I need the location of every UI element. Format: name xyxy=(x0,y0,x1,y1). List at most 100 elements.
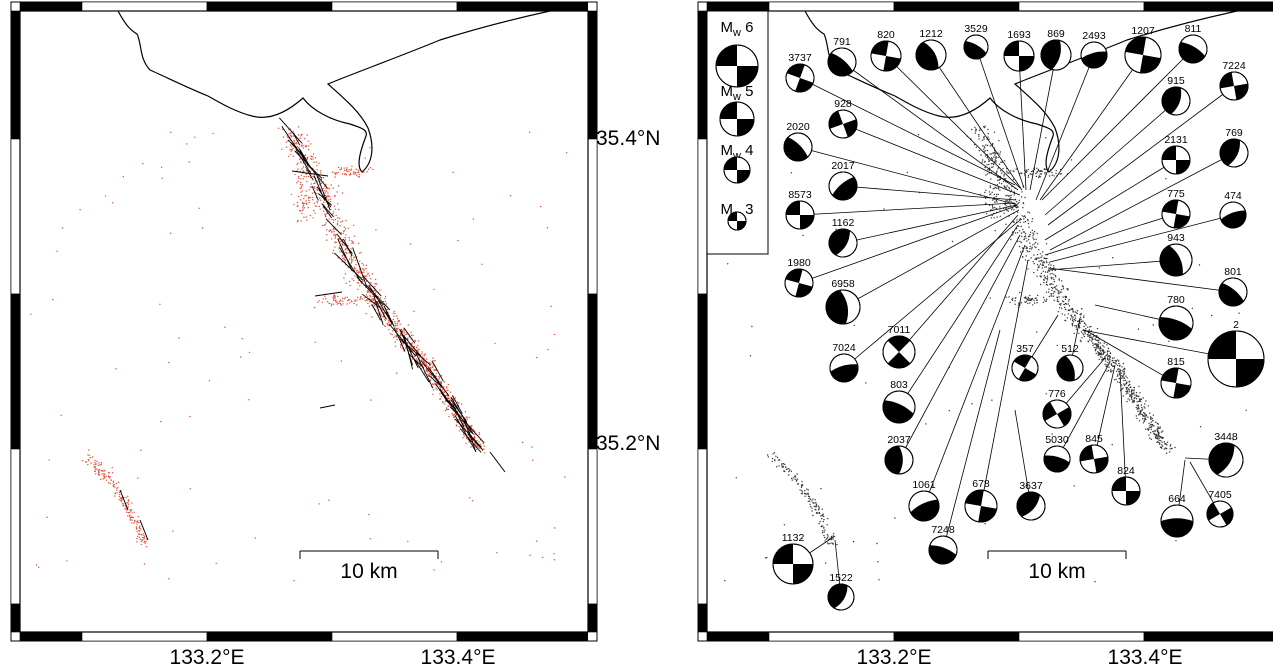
event-label-1162: 1162 xyxy=(832,217,855,229)
mechanism-beachball-769 xyxy=(1219,138,1249,168)
legend-beachball-mw-3 xyxy=(727,211,747,231)
mechanism-beachball-943 xyxy=(1159,243,1193,277)
mechanism-beachball-2 xyxy=(1207,330,1265,388)
right-lon-label-133-4: 133.4°E xyxy=(1108,646,1183,669)
leader-line-8573 xyxy=(799,202,1016,216)
leader-line-769 xyxy=(1049,152,1235,251)
left-fault-segments xyxy=(119,117,506,541)
leader-line-943 xyxy=(1047,259,1177,271)
event-label-769: 769 xyxy=(1225,127,1243,139)
mechanism-beachball-3529 xyxy=(963,34,989,60)
leader-line-3529 xyxy=(975,46,1025,189)
event-label-803: 803 xyxy=(890,379,908,391)
event-label-2131: 2131 xyxy=(1164,134,1188,146)
event-label-3448: 3448 xyxy=(1214,431,1238,443)
leader-line-869 xyxy=(1029,54,1057,191)
event-label-2493: 2493 xyxy=(1082,30,1106,42)
mechanism-beachball-3637 xyxy=(1016,491,1046,521)
mechanism-beachball-2020 xyxy=(783,132,813,162)
mechanism-leader-lines xyxy=(792,46,1237,598)
event-label-474: 474 xyxy=(1224,190,1242,202)
event-label-815: 815 xyxy=(1167,356,1185,368)
leader-line-5030 xyxy=(1056,361,1111,460)
event-label-824: 824 xyxy=(1117,465,1135,477)
mechanism-beachball-803 xyxy=(882,390,916,424)
mechanism-beachball-678 xyxy=(964,489,998,523)
event-label-3737: 3737 xyxy=(788,52,812,64)
mechanism-beachball-2493 xyxy=(1080,41,1108,69)
event-label-7248: 7248 xyxy=(931,524,955,536)
leader-line-811 xyxy=(1041,48,1194,201)
mechanism-beachball-791 xyxy=(827,47,857,77)
left-coastline xyxy=(117,11,551,173)
event-label-7224: 7224 xyxy=(1222,60,1246,72)
left-map: 10 km 35.4°N 35.2°N 133.2°E 133.4°E xyxy=(10,1,660,669)
event-label-2020: 2020 xyxy=(786,121,810,133)
mechanism-beachball-512 xyxy=(1056,354,1084,382)
mechanism-beachball-801 xyxy=(1218,277,1248,307)
mechanism-beachball-7024 xyxy=(829,353,859,383)
leader-line-7224 xyxy=(1047,85,1235,226)
legend-beachball-mw-5 xyxy=(719,101,755,137)
right-seismicity-cloud xyxy=(724,125,1247,583)
left-lat-label-35-4: 35.4°N xyxy=(596,127,660,150)
leader-line-1061 xyxy=(923,244,1026,507)
event-label-776: 776 xyxy=(1048,388,1066,400)
left-map-frame xyxy=(10,1,598,642)
leader-line-1980 xyxy=(798,205,1017,284)
leader-line-1212 xyxy=(930,54,1023,191)
event-label-664: 664 xyxy=(1168,493,1186,505)
legend-label-mw-3: Mw 3 xyxy=(721,201,754,221)
magnitude-legend: Mw 6 Mw 5 Mw 4 Mw 3 xyxy=(706,10,769,255)
mechanism-beachball-5030 xyxy=(1043,445,1071,473)
legend-label-mw-4: Mw 4 xyxy=(721,142,754,162)
leader-line-1162 xyxy=(842,204,1018,244)
event-label-845: 845 xyxy=(1085,433,1103,445)
event-label-928: 928 xyxy=(834,98,852,110)
mechanism-beachball-7405 xyxy=(1206,500,1234,528)
left-seismicity-cloud xyxy=(30,126,568,582)
mechanism-beachball-664 xyxy=(1160,504,1194,538)
event-label-943: 943 xyxy=(1167,232,1185,244)
mechanism-beachball-776 xyxy=(1042,399,1072,429)
leader-line-2037 xyxy=(898,234,1021,461)
mechanism-beachball-1980 xyxy=(784,268,814,298)
event-label-1132: 1132 xyxy=(782,532,805,544)
event-label-512: 512 xyxy=(1061,343,1079,355)
right-scale-bar: 10 km xyxy=(987,550,1127,583)
event-label-8573: 8573 xyxy=(788,189,812,201)
leader-line-775 xyxy=(1044,213,1177,256)
event-label-7011: 7011 xyxy=(888,324,911,336)
legend-label-mw-6: Mw 6 xyxy=(721,19,754,39)
event-label-811: 811 xyxy=(1185,23,1202,35)
mechanism-beachball-1207 xyxy=(1124,36,1162,74)
right-lon-label-133-2: 133.2°E xyxy=(857,646,932,669)
leader-line-3737 xyxy=(799,77,1016,186)
event-label-2017: 2017 xyxy=(831,160,855,172)
mechanism-beachball-2037 xyxy=(884,445,914,475)
left-lon-label-133-4: 133.4°E xyxy=(421,646,496,669)
event-label-5030: 5030 xyxy=(1045,434,1069,446)
leader-line-3637 xyxy=(1014,409,1032,507)
legend-beachball-mw-4 xyxy=(723,156,751,184)
leader-line-801 xyxy=(1047,267,1234,293)
event-label-801: 801 xyxy=(1224,266,1242,278)
leader-line-820 xyxy=(885,55,1021,189)
leader-line-7011 xyxy=(898,214,1019,353)
leader-line-6958 xyxy=(842,209,1020,308)
event-label-775: 775 xyxy=(1167,188,1185,200)
leader-line-474 xyxy=(1049,214,1234,263)
mechanism-beachball-474 xyxy=(1219,201,1247,229)
event-label-1980: 1980 xyxy=(787,257,811,269)
event-label-1207: 1207 xyxy=(1131,25,1155,37)
left-scale-bar: 10 km xyxy=(299,550,439,583)
mechanism-beachball-6958 xyxy=(825,289,861,325)
event-label-869: 869 xyxy=(1047,28,1065,40)
event-label-1212: 1212 xyxy=(919,28,943,40)
mechanism-beachball-869 xyxy=(1040,39,1072,71)
leader-line-2020 xyxy=(797,146,1019,206)
right-scale-label: 10 km xyxy=(1028,560,1085,583)
mechanism-beachball-3448 xyxy=(1208,442,1244,478)
mechanism-beachball-3737 xyxy=(785,63,815,93)
